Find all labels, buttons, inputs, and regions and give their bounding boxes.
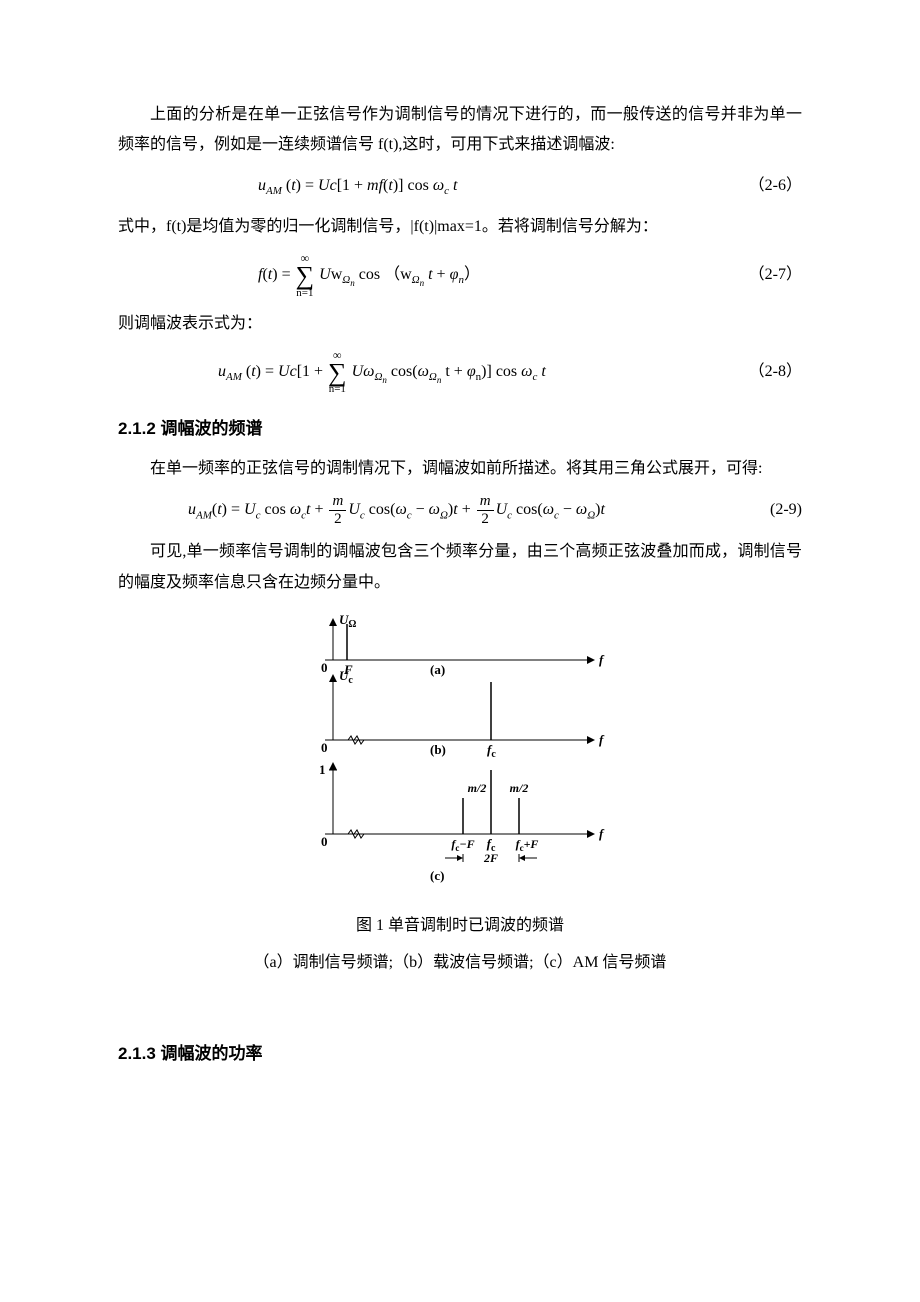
- svg-text:(b): (b): [430, 742, 446, 757]
- heading-2-1-3: 2.1.3 调幅波的功率: [118, 1038, 802, 1070]
- svg-text:f: f: [599, 652, 605, 667]
- paragraph-after-eq27: 则调幅波表示式为：: [118, 309, 802, 339]
- svg-text:2F: 2F: [483, 851, 498, 865]
- svg-text:UΩ: UΩ: [339, 612, 356, 630]
- svg-text:fc+F: fc+F: [516, 837, 539, 853]
- equation-number: （2-8）: [712, 357, 802, 387]
- heading-2-1-2: 2.1.2 调幅波的频谱: [118, 413, 802, 445]
- svg-text:fc: fc: [487, 742, 496, 760]
- svg-text:(a): (a): [430, 662, 445, 677]
- paragraph-after-eq26: 式中，f(t)是均值为零的归一化调制信号，|f(t)|max=1。若将调制信号分…: [118, 212, 802, 242]
- equation-2-9: uAM(t) = Uc cos ωct + m2Uc cos(ωc − ωΩ)t…: [118, 494, 802, 527]
- svg-text:0: 0: [321, 834, 328, 849]
- equation-number: （2-7）: [712, 260, 802, 290]
- svg-text:fc−F: fc−F: [451, 837, 474, 853]
- equation-number: (2-9): [742, 495, 802, 525]
- paragraph-spectrum-conclusion: 可见,单一频率信号调制的调幅波包含三个频率分量，由三个高频正弦波叠加而成，调制信…: [118, 537, 802, 598]
- svg-text:(c): (c): [430, 868, 444, 883]
- svg-text:f: f: [599, 826, 605, 841]
- svg-text:m/2: m/2: [510, 781, 529, 795]
- svg-text:f: f: [599, 732, 605, 747]
- equation-2-7: f(t) = ∞∑n=1 UwΩn cos （wΩn t + φn） （2-7）: [118, 252, 802, 298]
- equation-2-6: uAM (t) = Uc[1 + mf(t)] cos ωc t （2-6）: [118, 171, 802, 202]
- paragraph-spectrum-intro: 在单一频率的正弦信号的调制情况下，调幅波如前所描述。将其用三角公式展开，可得:: [118, 454, 802, 484]
- equation-number: （2-6）: [712, 171, 802, 201]
- paragraph-intro: 上面的分析是在单一正弦信号作为调制信号的情况下进行的，而一般传送的信号并非为单一…: [118, 100, 802, 161]
- figure-caption-2: （a）调制信号频谱;（b）载波信号频谱;（c）AM 信号频谱: [118, 948, 802, 978]
- svg-text:0: 0: [321, 740, 328, 755]
- figure-caption-1: 图 1 单音调制时已调波的频谱: [118, 911, 802, 941]
- equation-2-8: uAM (t) = Uc[1 + ∞∑n=1 UωΩn cos(ωΩn t + …: [118, 349, 802, 395]
- spectrum-diagram: 0UΩFf(a)0Ucfcf(b)10ffc−Ffcfc+Fm/2m/22F(c…: [295, 612, 625, 892]
- svg-text:1: 1: [319, 762, 326, 777]
- figure-1: 0UΩFf(a)0Ucfcf(b)10ffc−Ffcfc+Fm/2m/22F(c…: [118, 612, 802, 903]
- svg-text:m/2: m/2: [468, 781, 487, 795]
- svg-text:0: 0: [321, 660, 328, 675]
